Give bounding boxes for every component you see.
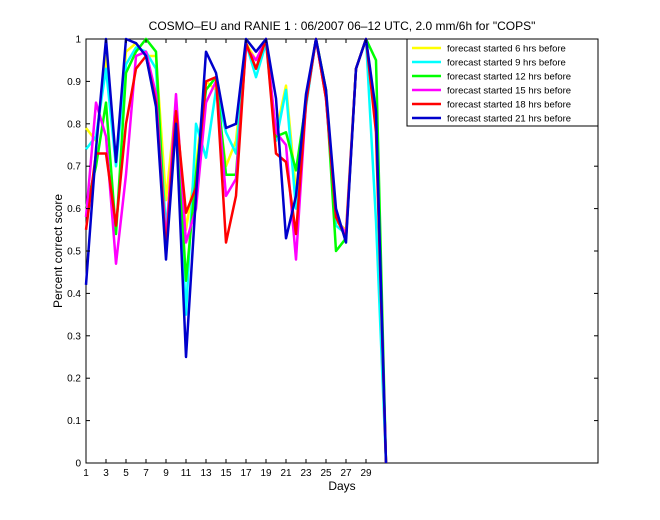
x-tick-label: 13 — [200, 468, 212, 479]
x-tick-label: 7 — [143, 468, 149, 479]
x-tick-label: 27 — [340, 468, 352, 479]
legend-label-2: forecast started 9 hrs before — [447, 58, 566, 69]
series-line-6 — [84, 37, 388, 464]
legend-box — [406, 38, 599, 127]
y-tick-label: 1 — [75, 35, 81, 46]
y-tick-label: 0.8 — [67, 119, 81, 130]
x-tick-label: 1 — [83, 468, 89, 479]
y-axis-label: Percent correct score — [51, 194, 65, 308]
chart-title: COSMO–EU and RANIE 1 : 06/2007 06–12 UTC… — [149, 19, 536, 33]
x-tick-label: 15 — [220, 468, 232, 479]
legend-label-3: forecast started 12 hrs before — [447, 72, 571, 83]
x-tick-label: 25 — [320, 468, 332, 479]
y-tick-label: 0.3 — [67, 331, 81, 342]
x-tick-label: 23 — [300, 468, 312, 479]
tick-layer: 1 3 5 7 9 11 13 15 17 19 21 23 25 27 2900.10.20.30.40.… — [67, 35, 598, 479]
x-tick-label: 3 — [103, 468, 109, 479]
legend-label-4: forecast started 15 hrs before — [447, 86, 571, 97]
legend-label-1: forecast started 6 hrs before — [447, 44, 566, 55]
plot-area: 1 3 5 7 9 11 13 15 17 19 21 23 25 27 2900.10.20.30.40.… — [67, 35, 599, 479]
y-tick-label: 0 — [75, 459, 81, 470]
y-tick-label: 0.7 — [67, 162, 81, 173]
legend-label-5: forecast started 18 hrs before — [447, 100, 571, 111]
x-tick-label: 21 — [280, 468, 292, 479]
y-tick-label: 0.6 — [67, 204, 81, 215]
series-line-5 — [84, 37, 388, 464]
series-layer — [84, 37, 388, 464]
x-tick-label: 17 — [240, 468, 252, 479]
y-tick-label: 0.4 — [67, 289, 81, 300]
series-line-2 — [85, 37, 388, 464]
x-tick-label: 5 — [123, 468, 129, 479]
x-tick-label: 11 — [181, 468, 192, 479]
x-tick-label: 19 — [260, 468, 272, 479]
y-tick-label: 0.5 — [67, 247, 81, 258]
legend-label-6: forecast started 21 hrs before — [447, 114, 571, 125]
x-tick-label: 9 — [163, 468, 169, 479]
y-tick-label: 0.9 — [67, 77, 81, 88]
y-tick-label: 0.1 — [67, 416, 81, 427]
legend: forecast started 6 hrs before forecast st… — [406, 38, 599, 127]
y-tick-label: 0.2 — [67, 374, 81, 385]
x-tick-label: 29 — [360, 468, 372, 479]
x-axis-label: Days — [328, 479, 355, 493]
